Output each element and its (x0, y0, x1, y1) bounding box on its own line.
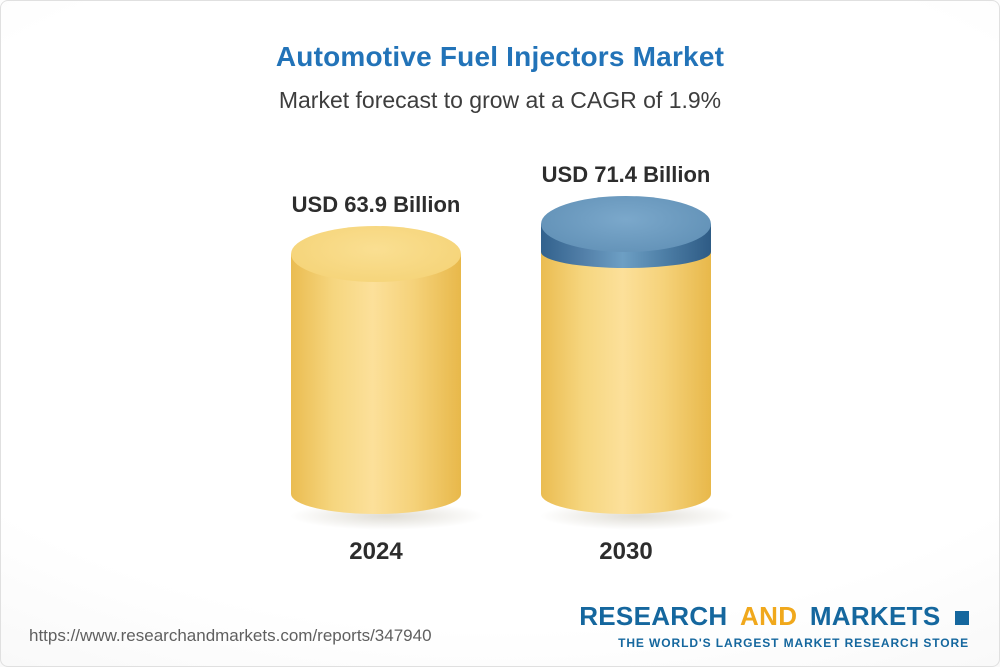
bar-top-ellipse (291, 226, 461, 282)
page-subtitle: Market forecast to grow at a CAGR of 1.9… (278, 87, 722, 113)
bar-value-label: USD 63.9 Billion (291, 192, 461, 217)
bar-top-ellipse (541, 196, 711, 252)
page-title: Automotive Fuel Injectors Market (275, 41, 725, 72)
research-and-markets-logo: RESEARCH AND MARKETS THE WORLD'S LARGEST… (579, 601, 969, 650)
bar-category-label: 2024 (349, 538, 403, 565)
logo-word-markets: MARKETS (809, 601, 941, 631)
logo-word-and: AND (740, 601, 798, 631)
report-url: https://www.researchandmarkets.com/repor… (29, 626, 432, 645)
bar-body (541, 252, 711, 514)
bar-body (291, 254, 461, 514)
bar-2024: USD 63.9 Billion 2024 (289, 1, 485, 666)
logo-wordmark: RESEARCH AND MARKETS (579, 601, 969, 632)
bar-category-label: 2030 (599, 538, 653, 565)
chart-header: Automotive Fuel Injectors Market Market … (1, 41, 999, 114)
logo-word-research: RESEARCH (579, 601, 728, 631)
logo-tagline: THE WORLD'S LARGEST MARKET RESEARCH STOR… (618, 636, 969, 650)
bar-2030: USD 71.4 Billion 2030 (539, 1, 735, 666)
logo-flag-icon (955, 611, 969, 625)
bar-value-label: USD 71.4 Billion (541, 162, 711, 187)
